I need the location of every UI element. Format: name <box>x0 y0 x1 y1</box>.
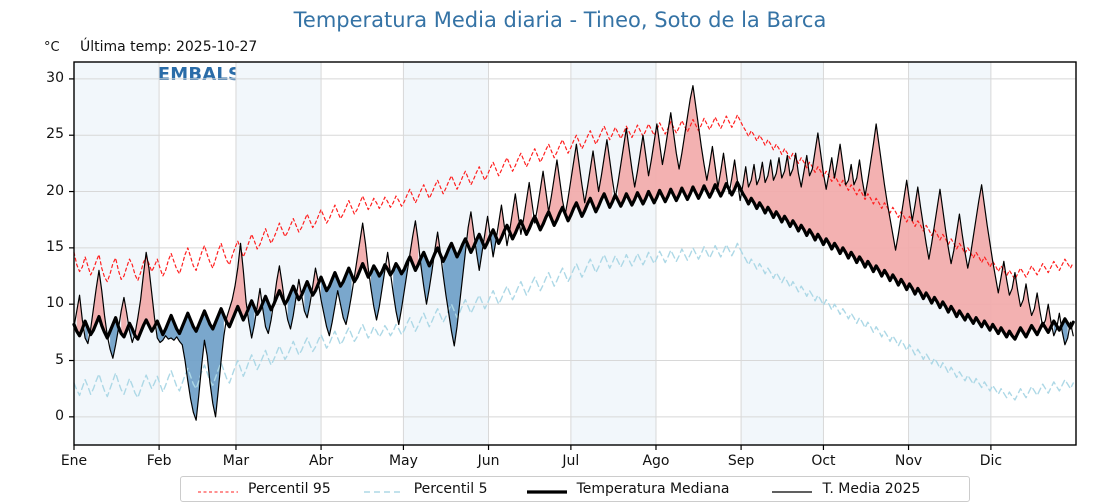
legend-item-0: Percentil 95 <box>197 481 331 497</box>
y-tick-10: 10 <box>46 295 64 312</box>
legend-swatch-icon <box>363 483 405 495</box>
legend-label: Temperatura Mediana <box>576 481 730 497</box>
legend-label: Percentil 5 <box>413 481 488 497</box>
legend-swatch-icon <box>526 483 568 495</box>
y-tick-0: 0 <box>55 407 64 424</box>
legend-item-2: Temperatura Mediana <box>526 481 730 497</box>
page-title: Temperatura Media diaria - Tineo, Soto d… <box>293 8 827 32</box>
x-tick-jun: Jun <box>477 453 500 469</box>
y-axis-unit-label: °C <box>44 40 60 55</box>
y-tick-15: 15 <box>46 238 64 255</box>
y-tick-30: 30 <box>46 69 64 86</box>
last-temp-label: Última temp: 2025-10-27 <box>80 39 258 55</box>
x-tick-ene: Ene <box>60 453 88 469</box>
legend-item-3: T. Media 2025 <box>771 481 920 497</box>
x-tick-jul: Jul <box>562 453 580 469</box>
legend-label: T. Media 2025 <box>822 481 921 497</box>
legend-swatch-icon <box>197 483 239 495</box>
legend-swatch-icon <box>771 483 813 495</box>
x-tick-sep: Sep <box>727 453 755 469</box>
y-tick-25: 25 <box>46 126 64 143</box>
legend-label: Percentil 95 <box>248 481 331 497</box>
x-tick-feb: Feb <box>146 453 172 469</box>
x-tick-nov: Nov <box>894 453 923 469</box>
x-tick-mar: Mar <box>222 453 250 469</box>
chart-legend: Percentil 95 Percentil 5 Temperatura Media… <box>180 476 970 502</box>
x-tick-abr: Abr <box>308 453 334 469</box>
x-tick-oct: Oct <box>811 453 836 469</box>
x-tick-ago: Ago <box>642 453 670 469</box>
legend-item-1: Percentil 5 <box>363 481 488 497</box>
y-tick-20: 20 <box>46 182 64 199</box>
x-tick-may: May <box>388 453 418 469</box>
x-tick-dic: Dic <box>979 453 1003 469</box>
y-tick-5: 5 <box>55 351 64 368</box>
